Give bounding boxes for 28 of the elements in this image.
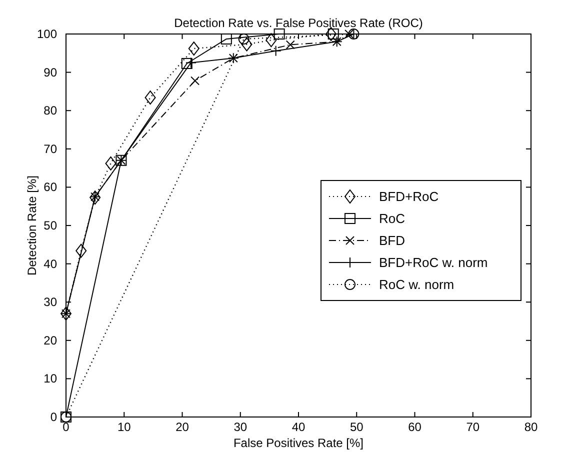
x-axis-title: False Positives Rate [%] xyxy=(233,436,364,450)
legend-label: BFD+RoC xyxy=(379,189,439,204)
x-tick-label: 0 xyxy=(62,420,70,434)
y-tick-label: 30 xyxy=(44,295,58,310)
x-tick-label: 40 xyxy=(292,420,306,434)
legend-label: RoC w. norm xyxy=(379,277,454,292)
y-tick-label: 50 xyxy=(44,218,58,232)
y-tick-label: 10 xyxy=(44,372,58,386)
chart-title: Detection Rate vs. False Positives Rate (ROC) xyxy=(174,16,423,30)
legend-label: BFD+RoC w. norm xyxy=(379,255,488,270)
x-tick-label: 70 xyxy=(466,420,480,434)
x-tick-label: 60 xyxy=(408,420,422,434)
x-tick-label: 20 xyxy=(176,420,190,434)
x-tick-label: 10 xyxy=(117,420,132,434)
y-tick-label: 100 xyxy=(36,27,58,41)
y-tick-label: 0 xyxy=(50,410,58,424)
x-tick-label: 30 xyxy=(234,420,248,434)
y-axis-title: Detection Rate [%] xyxy=(25,175,39,276)
x-tick-label: 80 xyxy=(524,420,538,434)
y-tick-label: 60 xyxy=(44,180,58,194)
legend-label: RoC xyxy=(379,211,406,226)
legend-label: BFD xyxy=(379,233,405,248)
y-tick-label: 40 xyxy=(44,256,58,271)
y-tick-label: 80 xyxy=(44,104,58,118)
y-tick-label: 70 xyxy=(44,142,58,156)
y-tick-label: 90 xyxy=(44,65,58,80)
x-tick-label: 50 xyxy=(350,420,364,434)
y-tick-label: 20 xyxy=(44,333,58,348)
